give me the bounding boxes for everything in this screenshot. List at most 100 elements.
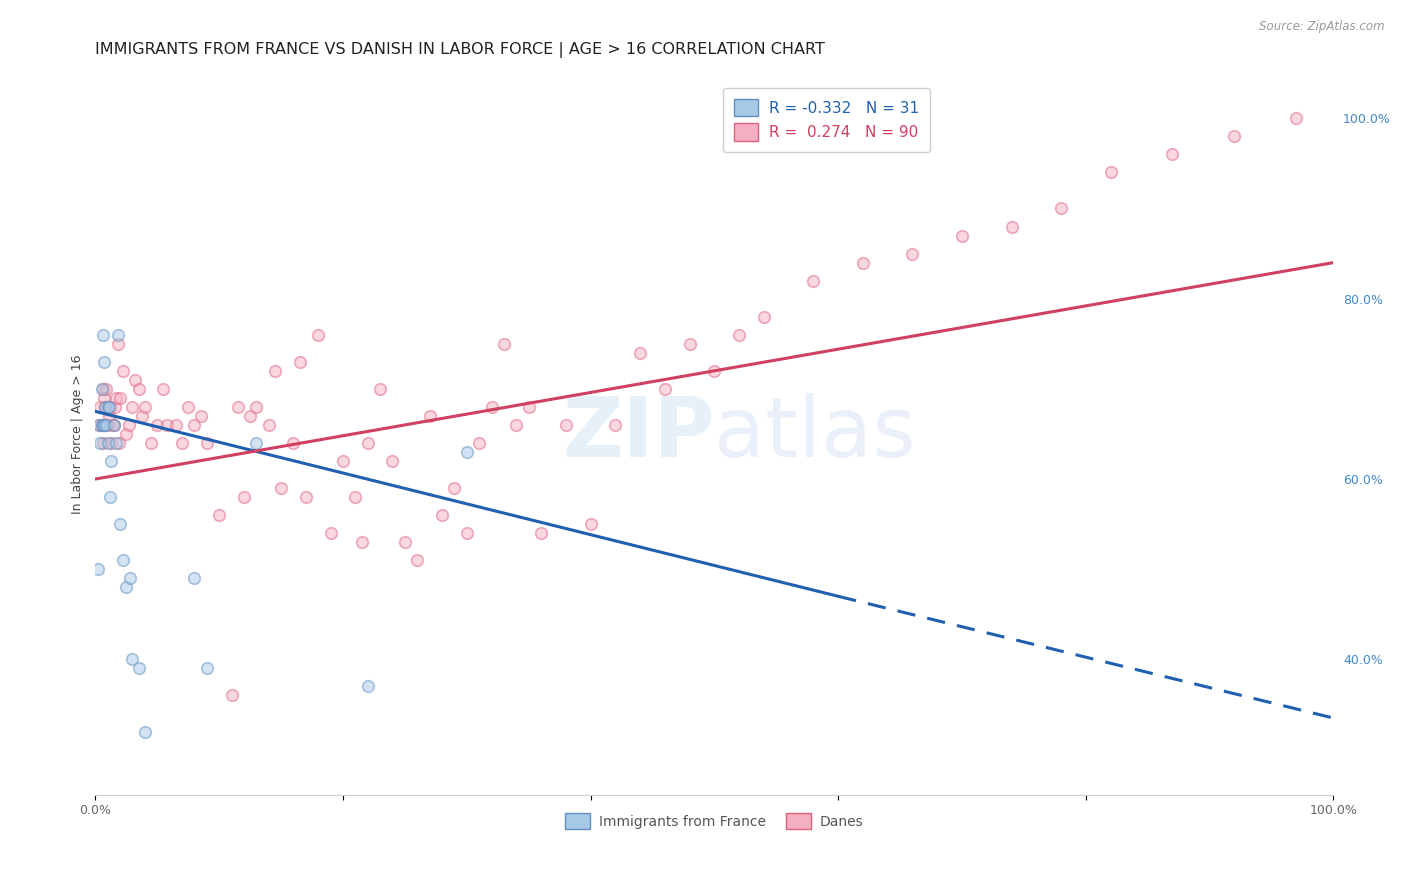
Point [118,417,141,432]
Point [628,345,651,359]
Point [91,382,114,396]
Point [98,400,121,414]
Point [195,661,218,675]
Point [803,274,825,288]
Point [118,571,141,585]
Point [530,526,553,541]
Point [468,436,491,450]
Point [350,535,373,549]
Point [492,336,515,351]
Point [156,417,179,432]
Point [87,417,110,432]
Point [357,680,380,694]
Point [481,400,503,414]
Point [605,417,627,432]
Point [226,400,249,414]
Point [752,310,775,324]
Point [381,454,404,468]
Point [728,327,751,342]
Point [128,382,150,396]
Point [1099,165,1122,179]
Point [98,409,121,423]
Point [183,571,205,585]
Point [288,355,311,369]
Point [177,400,200,414]
Point [190,409,212,423]
Point [1000,219,1022,234]
Point [97,436,120,450]
Point [579,517,602,532]
Point [852,255,875,269]
Point [283,436,305,450]
Legend: Immigrants from France, Danes: Immigrants from France, Danes [560,807,869,835]
Point [96,417,118,432]
Point [170,436,193,450]
Point [406,553,429,567]
Point [332,454,354,468]
Point [111,553,134,567]
Point [93,391,115,405]
Point [221,689,243,703]
Point [456,445,478,459]
Point [89,436,111,450]
Point [90,417,112,432]
Point [105,436,128,450]
Point [239,409,262,423]
Point [103,417,125,432]
Point [93,417,115,432]
Point [1050,202,1073,216]
Point [93,417,115,432]
Point [505,417,527,432]
Point [107,336,129,351]
Point [1223,129,1246,144]
Point [105,391,128,405]
Y-axis label: In Labor Force | Age > 16: In Labor Force | Age > 16 [72,354,84,514]
Point [295,490,318,504]
Point [901,246,924,260]
Point [101,417,124,432]
Point [108,436,131,450]
Point [319,526,342,541]
Point [394,535,416,549]
Point [93,355,115,369]
Point [703,364,725,378]
Point [97,417,120,432]
Point [232,490,254,504]
Point [121,400,143,414]
Point [91,436,114,450]
Point [654,382,676,396]
Point [139,436,162,450]
Point [134,400,156,414]
Point [111,364,134,378]
Point [1285,112,1308,126]
Point [90,417,112,432]
Point [456,526,478,541]
Point [131,409,153,423]
Point [94,417,117,432]
Point [245,436,267,450]
Point [263,364,285,378]
Point [678,336,700,351]
Point [98,490,121,504]
Point [208,508,231,522]
Point [344,490,367,504]
Point [91,417,114,432]
Point [107,327,129,342]
Point [368,382,391,396]
Point [443,481,465,495]
Point [165,417,187,432]
Point [104,400,127,414]
Point [115,426,138,441]
Point [146,417,169,432]
Point [419,409,441,423]
Point [257,417,280,432]
Point [108,517,131,532]
Point [89,400,111,414]
Point [103,417,125,432]
Point [152,382,174,396]
Point [97,400,120,414]
Text: atlas: atlas [714,393,917,475]
Text: Source: ZipAtlas.com: Source: ZipAtlas.com [1260,20,1385,33]
Point [121,652,143,666]
Point [1161,147,1184,161]
